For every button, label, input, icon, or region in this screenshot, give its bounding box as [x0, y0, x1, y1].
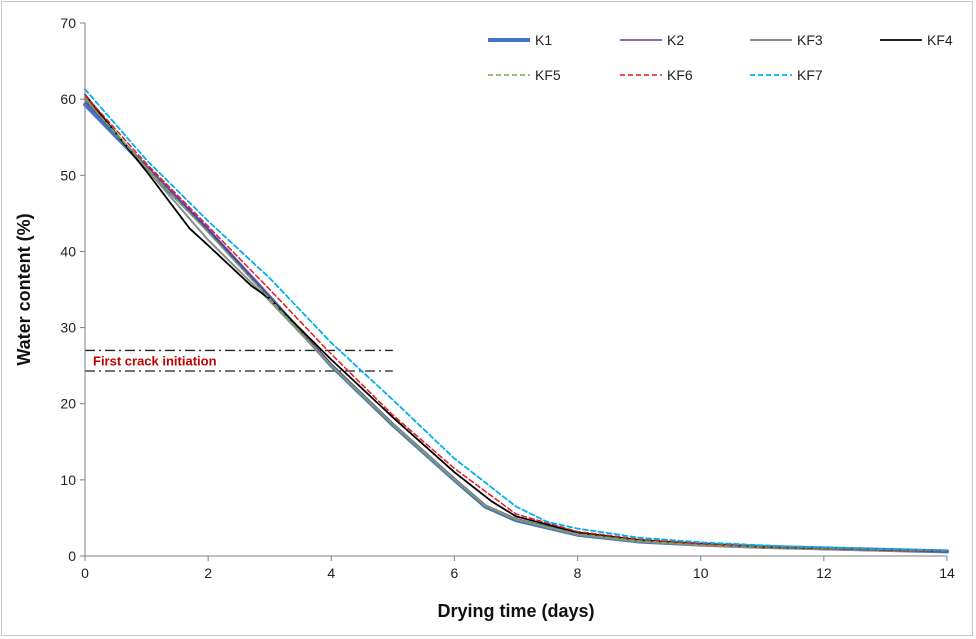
x-tick-label: 12 — [816, 565, 832, 581]
legend: K1 K2 KF3 KF4 KF5 KF6 KF7 — [488, 32, 953, 83]
y-tick-label: 70 — [60, 15, 76, 31]
x-tick-label: 6 — [451, 565, 459, 581]
x-tick-label: 8 — [574, 565, 582, 581]
axes-layer: 0 10 20 30 40 50 60 70 0 2 4 6 8 10 12 14 — [60, 15, 955, 581]
annotation-layer: First crack initiation — [85, 349, 393, 372]
series-layer — [83, 88, 949, 554]
legend-label-kf7: KF7 — [797, 67, 823, 83]
x-tick-label: 4 — [327, 565, 335, 581]
legend-label-kf4: KF4 — [927, 32, 953, 48]
y-tick-label: 40 — [60, 243, 76, 259]
x-tick-label: 2 — [204, 565, 212, 581]
series-line-kf7 — [84, 88, 948, 552]
legend-label-k2: K2 — [667, 32, 684, 48]
y-tick-label: 10 — [60, 472, 76, 488]
y-tick-label: 60 — [60, 91, 76, 107]
series-line-kf3 — [84, 96, 948, 553]
legend-label-kf5: KF5 — [535, 67, 561, 83]
x-tick-label: 0 — [81, 565, 89, 581]
y-axis-title: Water content (%) — [14, 213, 34, 365]
y-tick-label: 0 — [68, 548, 76, 564]
series-line-k2 — [84, 99, 948, 553]
series-line-k1 — [83, 102, 949, 554]
y-tick-label: 20 — [60, 396, 76, 412]
y-tick-label: 50 — [60, 167, 76, 183]
series-line-kf4 — [84, 93, 948, 553]
legend-label-kf6: KF6 — [667, 67, 693, 83]
series-line-kf6 — [84, 94, 948, 553]
x-axis-title: Drying time (days) — [437, 601, 594, 621]
y-tick-label: 30 — [60, 320, 76, 336]
legend-label-k1: K1 — [535, 32, 552, 48]
series-line-kf5 — [84, 98, 948, 553]
legend-label-kf3: KF3 — [797, 32, 823, 48]
crack-annotation-label: First crack initiation — [93, 354, 217, 369]
x-tick-label: 14 — [939, 565, 955, 581]
x-tick-label: 10 — [693, 565, 709, 581]
